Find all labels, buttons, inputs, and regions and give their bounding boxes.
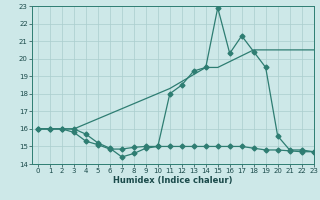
X-axis label: Humidex (Indice chaleur): Humidex (Indice chaleur) xyxy=(113,176,233,185)
